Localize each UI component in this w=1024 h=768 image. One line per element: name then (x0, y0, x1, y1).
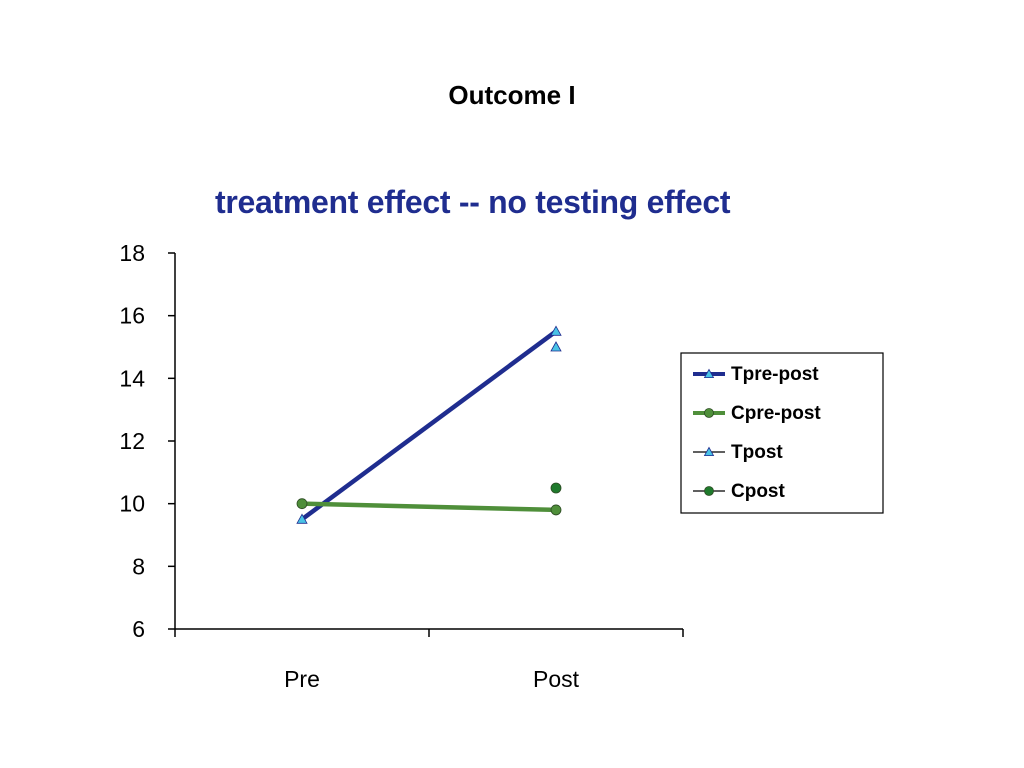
series-layer (296, 325, 562, 524)
legend-swatch-triangle-icon (703, 368, 715, 379)
y-tick-label: 10 (119, 491, 145, 517)
legend-label: Cpre-post (731, 403, 821, 424)
data-point-tpre-post (296, 513, 308, 524)
legend-label: Tpost (731, 442, 783, 463)
data-point-cpost (550, 482, 562, 494)
y-tick-label: 6 (132, 616, 145, 642)
data-point-cpre-post (550, 504, 562, 516)
y-tick-label: 18 (119, 240, 145, 266)
legend-label: Cpost (731, 481, 786, 502)
x-tick-label: Pre (284, 666, 320, 692)
y-tick-label: 12 (119, 428, 145, 454)
slide-title: Outcome I (448, 80, 576, 110)
data-point-tpre-post (550, 325, 562, 336)
legend-label: Tpre-post (731, 364, 819, 385)
chart-axes (174, 253, 683, 630)
series-line-cpre-post (301, 501, 557, 513)
legend-swatch-circle-icon (704, 408, 714, 418)
y-tick-label: 14 (119, 365, 145, 391)
y-tick-label: 16 (119, 303, 145, 329)
legend-box (680, 352, 884, 514)
x-tick-label: Post (533, 666, 580, 692)
x-axis-ticks: Pre Post (174, 629, 684, 692)
legend-swatch-circle-icon (704, 486, 714, 496)
data-point-tpost (550, 341, 562, 352)
y-axis-ticks: 6 8 10 12 14 16 18 (119, 240, 175, 642)
chart-title: treatment effect -- no testing effect (215, 184, 731, 220)
y-tick-label: 8 (132, 553, 145, 579)
legend: Tpre-post Cpre-post Tpost Cpost (680, 352, 884, 514)
data-point-cpre-post (296, 498, 308, 510)
legend-swatch-triangle-icon (703, 446, 715, 457)
series-line-tpre-post (300, 329, 558, 522)
